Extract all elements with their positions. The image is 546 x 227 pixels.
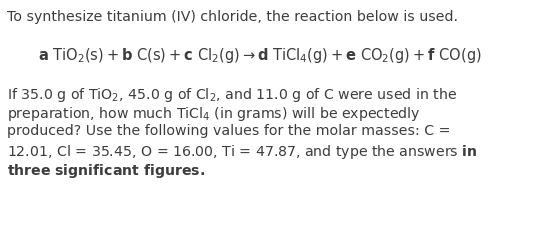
Text: 12.01, Cl = 35.45, O = 16.00, Ti = 47.87, and type the answers $\mathbf{in}$: 12.01, Cl = 35.45, O = 16.00, Ti = 47.87… bbox=[7, 142, 478, 160]
Text: $\mathbf{three\ significant\ figures.}$: $\mathbf{three\ significant\ figures.}$ bbox=[7, 161, 205, 179]
Text: produced? Use the following values for the molar masses: C =: produced? Use the following values for t… bbox=[7, 123, 450, 137]
Text: To synthesize titanium (IV) chloride, the reaction below is used.: To synthesize titanium (IV) chloride, th… bbox=[7, 10, 458, 24]
Text: preparation, how much $\mathrm{TiCl_4}$ (in grams) will be expectedly: preparation, how much $\mathrm{TiCl_4}$ … bbox=[7, 105, 421, 122]
Text: $\mathbf{a}\ \mathrm{TiO_2(s) + }\mathbf{b}\ \mathrm{C(s) + }\mathbf{c}\ \mathrm: $\mathbf{a}\ \mathrm{TiO_2(s) + }\mathbf… bbox=[38, 46, 482, 65]
Text: If 35.0 g of $\mathrm{TiO_2}$, 45.0 g of $\mathrm{Cl_2}$, and 11.0 g of C were u: If 35.0 g of $\mathrm{TiO_2}$, 45.0 g of… bbox=[7, 86, 457, 104]
